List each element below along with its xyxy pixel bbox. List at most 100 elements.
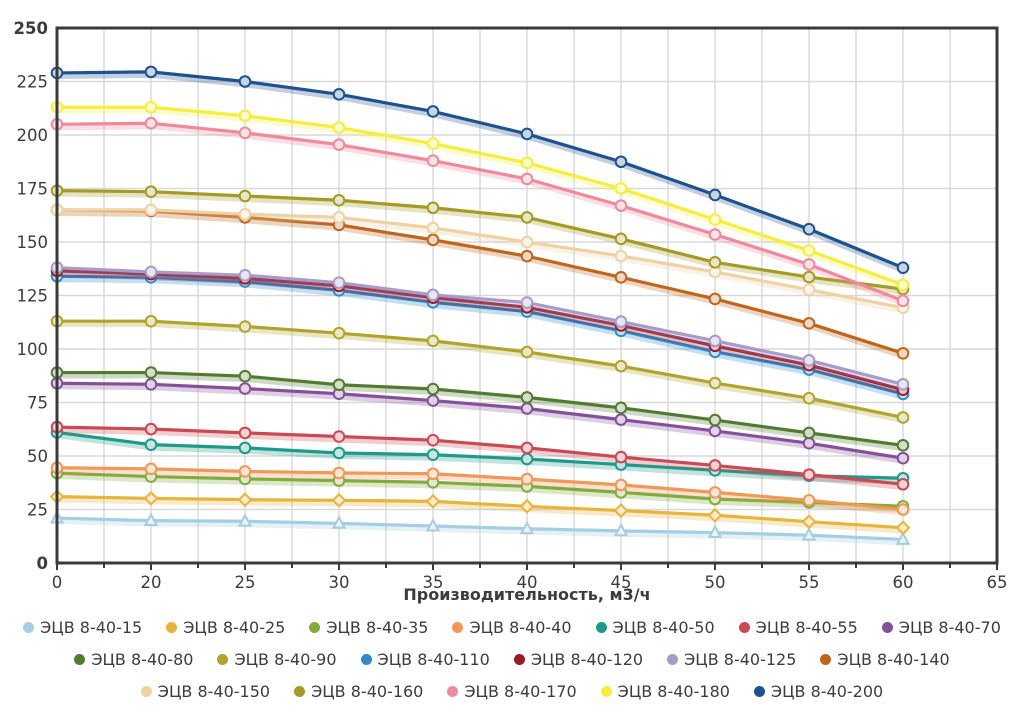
series-2-markers	[49, 489, 911, 536]
series-14-line	[50, 203, 910, 314]
legend-label: ЭЦВ 8-40-90	[234, 650, 337, 669]
legend-label: ЭЦВ 8-40-180	[617, 682, 730, 701]
legend-label: ЭЦВ 8-40-50	[612, 618, 715, 637]
legend-marker-icon	[667, 654, 679, 665]
y-axis-labels: 0 25 50 75 100 125 150 175 200 225 250	[14, 19, 48, 573]
legend-marker-icon	[309, 622, 321, 633]
legend-label: ЭЦВ 8-40-40	[469, 618, 572, 637]
legend-item-8-40-55[interactable]: ЭЦВ 8-40-55	[738, 615, 858, 640]
legend-item-8-40-70[interactable]: ЭЦВ 8-40-70	[881, 615, 1001, 640]
legend-item-8-40-40[interactable]: ЭЦВ 8-40-40	[452, 615, 572, 640]
legend-item-8-40-200[interactable]: ЭЦВ 8-40-200	[753, 679, 884, 704]
legend-label: ЭЦВ 8-40-110	[377, 650, 490, 669]
legend-label: ЭЦВ 8-40-150	[157, 682, 271, 701]
legend-label: ЭЦВ 8-40-55	[755, 618, 858, 637]
series-17-line	[50, 100, 910, 292]
legend-label: ЭЦВ 8-40-80	[91, 650, 194, 669]
legend-item-8-40-180[interactable]: ЭЦВ 8-40-180	[600, 679, 730, 704]
legend-label: ЭЦВ 8-40-125	[684, 650, 797, 669]
legend-label: ЭЦВ 8-40-25	[183, 618, 286, 637]
svg-text:25: 25	[235, 573, 256, 592]
x-axis-ticks	[56, 563, 998, 570]
series-9-markers	[50, 314, 910, 424]
legend-marker-icon	[595, 622, 607, 633]
svg-text:65: 65	[987, 573, 1008, 592]
svg-text:225: 225	[17, 73, 49, 92]
series-9-line	[50, 314, 910, 424]
series-4-markers	[50, 461, 910, 516]
series-1-line	[49, 509, 911, 546]
svg-text:40: 40	[517, 573, 538, 592]
legend-label: ЭЦВ 8-40-35	[326, 618, 429, 637]
legend-item-8-40-15[interactable]: ЭЦВ 8-40-15	[23, 615, 142, 640]
legend-item-8-40-170[interactable]: ЭЦВ 8-40-170	[447, 679, 577, 704]
series-4-line	[50, 461, 910, 516]
svg-text:55: 55	[799, 573, 820, 592]
legend-item-8-40-50[interactable]: ЭЦВ 8-40-50	[595, 615, 715, 640]
svg-text:175: 175	[17, 180, 49, 199]
svg-text:75: 75	[27, 394, 48, 413]
series-6-line	[50, 420, 910, 491]
x-axis-title: Производительность, м3/ч	[403, 585, 651, 604]
legend-marker-icon	[738, 622, 750, 633]
svg-text:50: 50	[705, 573, 726, 592]
legend-item-8-40-140[interactable]: ЭЦВ 8-40-140	[820, 647, 950, 672]
svg-text:100: 100	[17, 340, 49, 359]
series-15-line	[50, 184, 910, 296]
legend-item-8-40-120[interactable]: ЭЦВ 8-40-120	[513, 647, 644, 672]
legend-item-8-40-25[interactable]: ЭЦВ 8-40-25	[166, 615, 285, 640]
svg-text:0: 0	[37, 554, 48, 573]
legend-marker-icon	[452, 622, 464, 633]
legend-marker-icon	[881, 622, 893, 633]
svg-text:20: 20	[141, 573, 162, 592]
legend-marker-icon	[513, 654, 525, 665]
svg-text:150: 150	[17, 233, 49, 252]
svg-text:250: 250	[14, 19, 48, 38]
series-12-line	[50, 261, 910, 391]
svg-text:50: 50	[27, 447, 48, 466]
legend-marker-icon	[217, 654, 229, 665]
legend-marker-icon	[23, 622, 35, 633]
legend-marker-icon	[600, 686, 612, 697]
legend-marker-icon	[447, 686, 459, 697]
legend: ЭЦВ 8-40-15 ЭЦВ 8-40-25 ЭЦВ 8-40-35 ЭЦВ 8-4…	[0, 615, 1024, 704]
legend-item-8-40-125[interactable]: ЭЦВ 8-40-125	[667, 647, 796, 672]
series-2-line	[49, 489, 911, 536]
legend-item-8-40-35[interactable]: ЭЦВ 8-40-35	[309, 615, 428, 640]
legend-label: ЭЦВ 8-40-15	[40, 618, 143, 637]
plot-canvas: 0 25 50 75 100 125 150 175 200 225 250 0 20 25 30 35 40 4…	[13, 19, 1008, 592]
legend-item-8-40-160[interactable]: ЭЦВ 8-40-160	[294, 679, 423, 704]
series-17-markers	[50, 100, 910, 292]
legend-item-8-40-80[interactable]: ЭЦВ 8-40-80	[74, 647, 193, 672]
legend-marker-icon	[140, 686, 152, 697]
svg-text:125: 125	[17, 287, 49, 306]
svg-text:45: 45	[611, 573, 632, 592]
series-18-line	[50, 65, 910, 274]
svg-text:35: 35	[423, 573, 444, 592]
series-6-markers	[50, 420, 910, 491]
legend-marker-icon	[820, 654, 832, 665]
x-axis-labels: 0 20 25 30 35 40 45 50 55 60 65	[52, 573, 1008, 592]
series-1-markers	[49, 509, 911, 545]
legend-marker-icon	[166, 622, 178, 633]
legend-label: ЭЦВ 8-40-120	[530, 650, 644, 669]
svg-text:25: 25	[27, 501, 48, 520]
legend-item-8-40-90[interactable]: ЭЦВ 8-40-90	[217, 647, 337, 672]
legend-label: ЭЦВ 8-40-170	[464, 682, 577, 701]
svg-text:200: 200	[17, 126, 49, 145]
legend-item-8-40-150[interactable]: ЭЦВ 8-40-150	[140, 679, 271, 704]
legend-label: ЭЦВ 8-40-160	[311, 682, 424, 701]
svg-text:0: 0	[52, 573, 63, 592]
svg-text:60: 60	[893, 573, 914, 592]
series-13-line	[50, 203, 910, 360]
legend-label: ЭЦВ 8-40-140	[837, 650, 950, 669]
legend-marker-icon	[294, 686, 306, 697]
legend-item-8-40-110[interactable]: ЭЦВ 8-40-110	[360, 647, 490, 672]
legend-marker-icon	[74, 654, 86, 665]
svg-text:30: 30	[329, 573, 350, 592]
legend-label: ЭЦВ 8-40-70	[898, 618, 1001, 637]
legend-label: ЭЦВ 8-40-200	[770, 682, 884, 701]
legend-marker-icon	[360, 654, 372, 665]
series-16-line	[50, 116, 910, 308]
